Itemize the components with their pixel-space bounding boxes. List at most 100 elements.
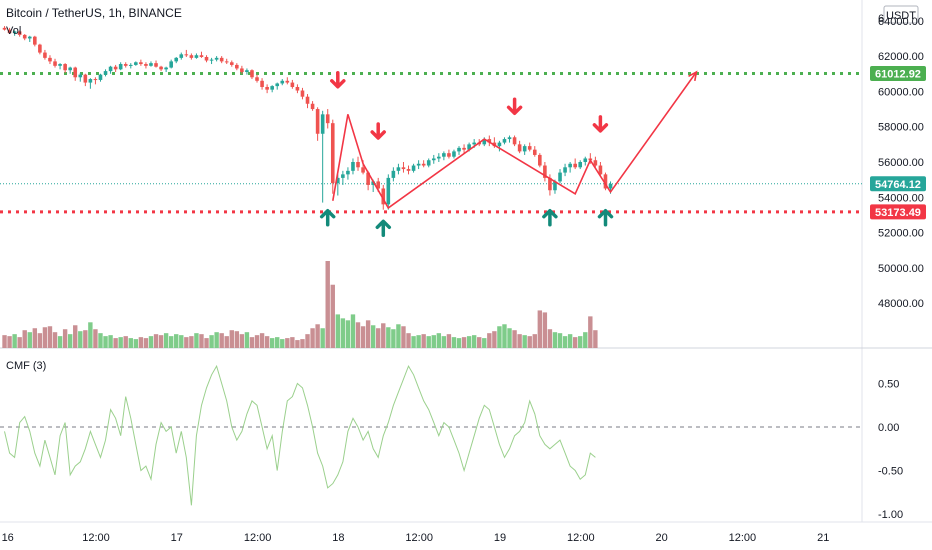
cmf-line (4, 364, 596, 506)
candle-body (568, 163, 572, 168)
candle-body (295, 86, 300, 91)
resistance-price-tag: 61012.92 (870, 66, 926, 81)
time-axis[interactable]: 16 12:00 17 12:00 18 12:00 19 12:00 20 12:00 21 (2, 532, 830, 544)
candlesticks (2, 26, 613, 210)
volume-bar (482, 338, 487, 348)
candle-body (437, 156, 441, 159)
candle-body (593, 160, 598, 166)
time-tick-label: 21 (817, 532, 829, 544)
volume-bars (2, 261, 598, 349)
candle-body (164, 67, 168, 70)
volume-bar (113, 338, 118, 348)
volume-bar (436, 333, 442, 348)
time-tick-label: 12:00 (82, 532, 110, 544)
candle-body (310, 103, 315, 110)
arrow-up-head (597, 208, 614, 219)
volume-bar (148, 336, 154, 348)
volume-bar (451, 337, 457, 349)
candle-body (38, 44, 42, 53)
candle-body (482, 139, 487, 145)
volume-indicator-label: Vol (6, 25, 21, 37)
arrow-up-head (542, 208, 558, 219)
volume-bar (174, 334, 179, 348)
candle-body (229, 62, 234, 65)
candle-body (245, 70, 249, 72)
candle-body (219, 57, 224, 62)
candle-body (17, 31, 22, 35)
candle-body (421, 163, 426, 166)
candle-body (548, 177, 552, 191)
volume-bar (143, 338, 149, 348)
candle-body (134, 62, 138, 65)
volume-bar (73, 325, 78, 348)
candle-body (154, 63, 158, 67)
currency-badge[interactable]: USDT (886, 10, 916, 22)
volume-bar (57, 336, 63, 348)
volume-bar (244, 332, 250, 348)
volume-bar (330, 284, 335, 348)
candle-body (149, 63, 153, 66)
candle-body (123, 64, 128, 66)
volume-bar (360, 326, 366, 348)
candle-body (396, 167, 401, 171)
volume-bar (52, 332, 58, 348)
arrow-up-head (375, 219, 392, 230)
cmf-tick-label: -0.50 (878, 466, 903, 478)
candle-body (517, 144, 522, 152)
volume-bar (118, 337, 123, 349)
volume-bar (138, 337, 144, 349)
volume-bar (431, 335, 436, 348)
volume-bar (365, 320, 371, 348)
volume-bar (103, 336, 108, 348)
candle-body (194, 55, 199, 58)
volume-bar (593, 330, 598, 348)
candle-body (512, 137, 517, 145)
volume-bar (471, 335, 477, 348)
candle-body (336, 177, 340, 184)
volume-bar (179, 335, 184, 348)
arrow-down-head (506, 105, 523, 116)
arrow-down-head (330, 79, 346, 89)
volume-bar (588, 316, 593, 348)
signal-arrows (319, 71, 614, 238)
horizontal-levels (0, 72, 862, 214)
candle-body (43, 52, 47, 58)
volume-bar (583, 332, 588, 348)
candle-body (411, 165, 416, 171)
price-tick-label: 54000.00 (878, 192, 924, 204)
volume-bar (98, 333, 103, 348)
cmf-axis[interactable]: 0.50 0.00 -0.50 -1.00 (878, 379, 903, 522)
candle-body (78, 74, 83, 78)
candle-body (346, 170, 350, 175)
candle-body (502, 139, 507, 143)
price-tick-label: 50000.00 (878, 263, 924, 275)
candle-body (22, 34, 27, 39)
price-axis[interactable]: 64000.00 62000.00 60000.00 58000.00 56000.00… (878, 16, 924, 310)
candle-body (27, 36, 32, 39)
support-price-tag: 53173.49 (870, 204, 926, 220)
candle-body (543, 165, 547, 178)
currency-badge-box[interactable] (883, 5, 919, 24)
price-tick-label: 58000.00 (878, 122, 924, 134)
candle-body (103, 71, 108, 75)
volume-bar (189, 336, 194, 348)
volume-bar (517, 334, 522, 348)
volume-bar (234, 331, 240, 348)
candle-body (330, 123, 335, 184)
candle-body (467, 144, 471, 150)
candle-body (174, 57, 179, 62)
candle-body (214, 57, 219, 60)
volume-bar (254, 335, 260, 348)
volume-bar (300, 339, 305, 348)
volume-bar (492, 331, 497, 348)
candle-body (361, 167, 365, 173)
candle-body (63, 64, 67, 71)
volume-bar (477, 337, 482, 349)
volume-bar (446, 334, 452, 348)
volume-bar (335, 314, 341, 348)
price-tick-label: 52000.00 (878, 228, 924, 240)
last-price-tag: 54764.12 (870, 176, 926, 192)
time-tick-label: 17 (171, 532, 183, 544)
volume-bar (466, 336, 472, 348)
